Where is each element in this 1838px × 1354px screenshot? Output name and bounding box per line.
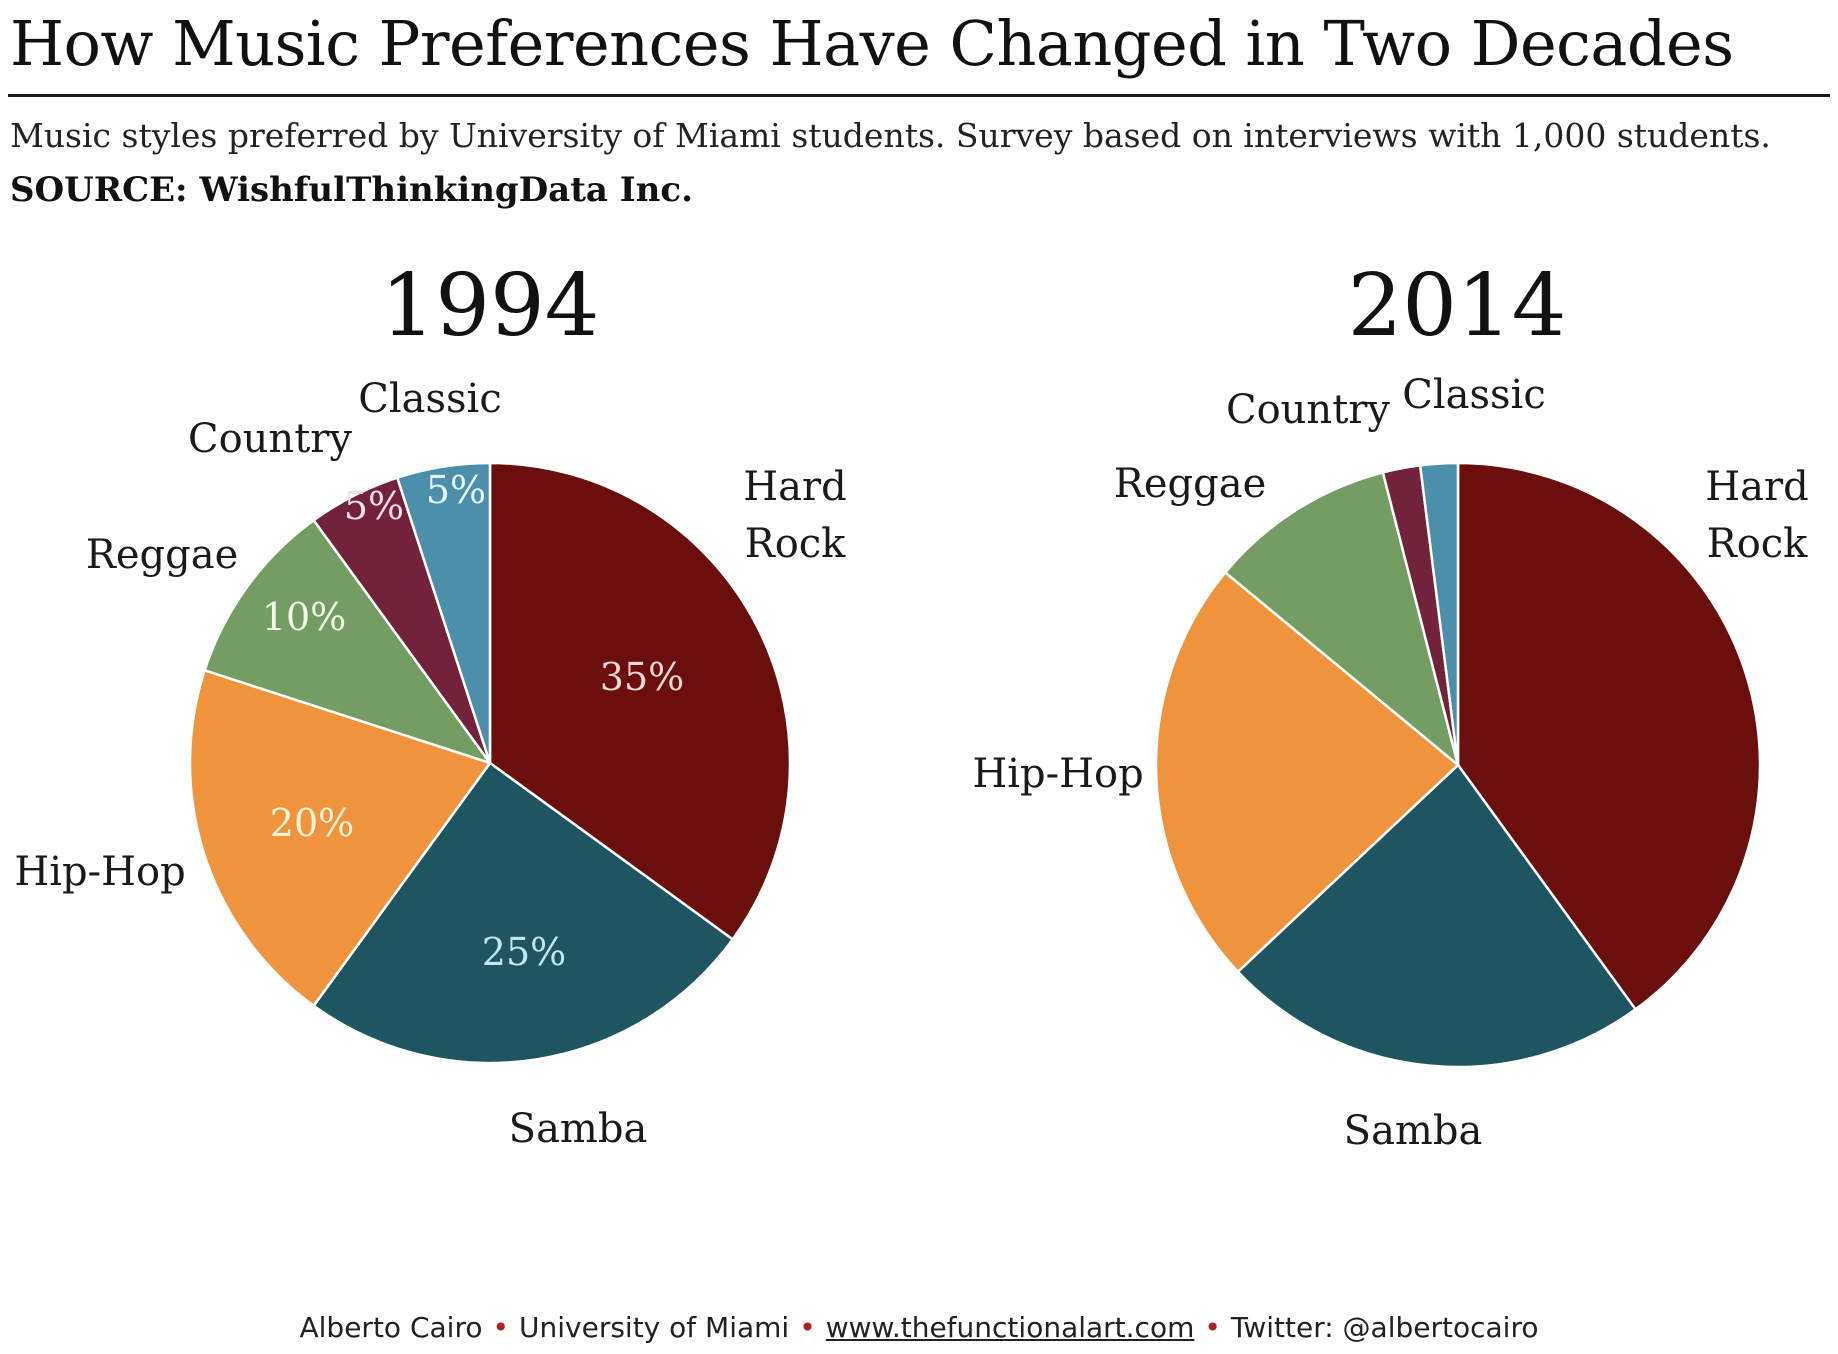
data-label-country: 5% <box>344 484 404 528</box>
pie-slice-reggae <box>203 519 492 765</box>
category-label-hard-rock-line-2: Rock <box>1707 521 1809 567</box>
chart-subtitle: Music styles preferred by University of … <box>10 116 1771 155</box>
category-label-reggae: Reggae <box>86 532 239 578</box>
pie-slice-hard-rock <box>1456 461 1762 1011</box>
pie-slice-hip-hop <box>188 669 492 1007</box>
footer-credits: Alberto Cairo • University of Miami • www.th… <box>0 1310 1838 1346</box>
category-label-hard-rock-line-2: Rock <box>745 521 847 567</box>
pie-slice-samba <box>312 761 734 1065</box>
category-label-hip-hop: Hip-Hop <box>972 751 1143 797</box>
pie-title-2014: 2014 <box>1348 256 1567 356</box>
data-label-reggae: 10% <box>262 595 346 639</box>
title-rule <box>8 94 1830 97</box>
data-label-hip-hop: 20% <box>270 801 354 845</box>
footer-twitter: Twitter: @albertocairo <box>1230 1311 1539 1344</box>
category-label-reggae: Reggae <box>1114 461 1267 507</box>
pie-charts: 1994 Hard Rock 35% Samba 25% Hip-Hop 20% Reggae 1… <box>14 256 1808 1154</box>
footer-author: Alberto Cairo <box>299 1311 483 1344</box>
chart-title: How Music Preferences Have Changed in Tw… <box>10 7 1734 80</box>
footer-institution: University of Miami <box>519 1311 790 1344</box>
category-label-samba: Samba <box>509 1106 648 1152</box>
pie-title-1994: 1994 <box>381 256 600 356</box>
category-label-country: Country <box>188 416 352 462</box>
pie-slice-samba <box>1236 763 1637 1069</box>
pie-chart-2014: 2014 Hard Rock Samba Hip-Hop Reggae Country Cla… <box>972 256 1808 1154</box>
pie-slice-classic <box>1418 461 1460 767</box>
source-note: SOURCE: WishfulThinkingData Inc. <box>10 170 693 210</box>
data-label-hard-rock: 35% <box>600 655 684 699</box>
bullet-icon: • <box>1204 1311 1221 1344</box>
footer-website-link[interactable]: www.thefunctionalart.com <box>825 1311 1195 1344</box>
pie-slice-classic <box>396 461 492 765</box>
category-label-hard-rock-line-1: Hard <box>743 464 846 510</box>
pie-slice-hard-rock <box>488 461 792 941</box>
pie-slice-reggae <box>1224 471 1460 767</box>
bullet-icon: • <box>799 1311 816 1344</box>
data-label-classic: 5% <box>426 468 486 512</box>
category-label-samba: Samba <box>1344 1108 1483 1154</box>
data-label-samba: 25% <box>482 930 566 974</box>
pie-chart-1994: 1994 Hard Rock 35% Samba 25% Hip-Hop 20% Reggae 1… <box>14 256 846 1152</box>
pie-slice-hip-hop <box>1154 571 1460 973</box>
category-label-classic: Classic <box>358 376 502 422</box>
bullet-icon: • <box>492 1311 509 1344</box>
category-label-country: Country <box>1226 387 1390 433</box>
category-label-hip-hop: Hip-Hop <box>14 849 185 895</box>
category-label-classic: Classic <box>1402 372 1546 418</box>
category-label-hard-rock-line-1: Hard <box>1705 464 1808 510</box>
